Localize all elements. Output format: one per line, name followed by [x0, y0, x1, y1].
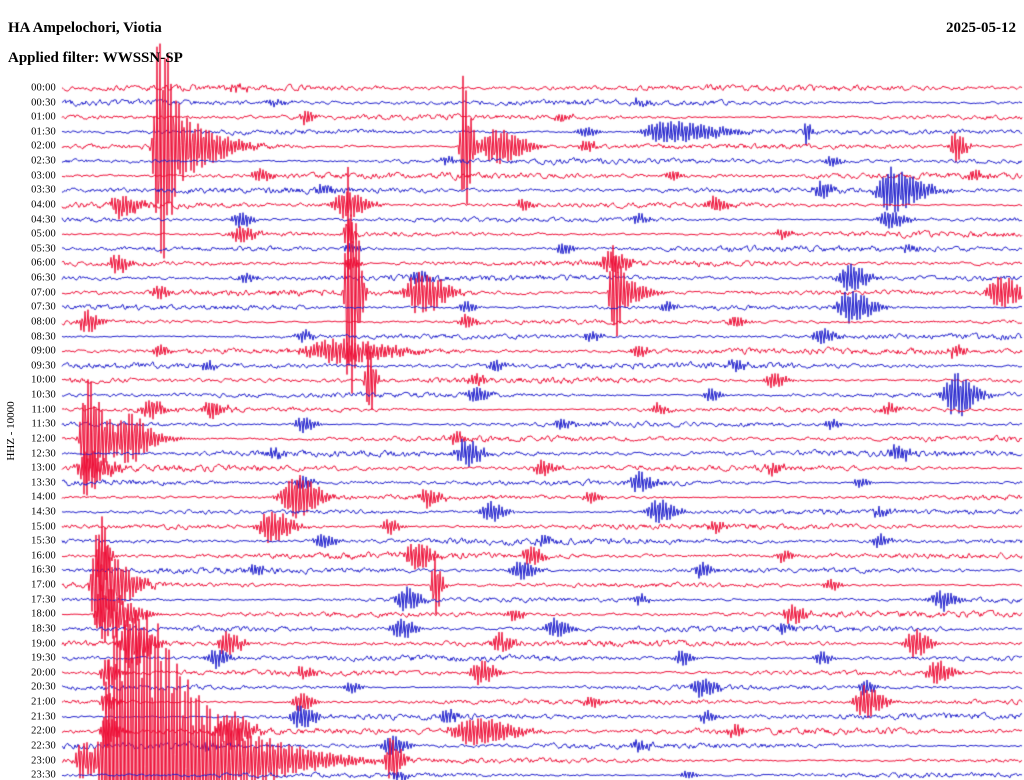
time-label: 05:00 [31, 228, 56, 240]
time-label: 20:00 [31, 667, 56, 679]
time-label: 14:30 [31, 506, 56, 518]
time-label: 13:30 [31, 477, 56, 489]
time-label: 00:30 [31, 97, 56, 109]
station-name: HA Ampelochori, Viotia [8, 20, 162, 36]
time-label: 01:00 [31, 111, 56, 123]
time-label: 11:30 [31, 418, 56, 430]
date-label: 2025-05-12 [946, 20, 1016, 36]
time-label: 16:30 [31, 564, 56, 576]
time-label: 01:30 [31, 126, 56, 138]
time-label: 15:30 [31, 535, 56, 547]
time-label: 08:30 [31, 331, 56, 343]
time-label: 08:00 [31, 316, 56, 328]
time-label: 11:00 [31, 404, 56, 416]
time-label: 10:30 [31, 389, 56, 401]
time-label: 22:00 [31, 725, 56, 737]
time-label: 04:30 [31, 214, 56, 226]
time-label: 15:00 [31, 521, 56, 533]
time-label: 14:00 [31, 491, 56, 503]
time-label: 05:30 [31, 243, 56, 255]
time-label: 10:00 [31, 374, 56, 386]
time-label: 07:00 [31, 287, 56, 299]
time-label: 00:00 [31, 82, 56, 94]
time-label: 23:30 [31, 769, 56, 780]
time-label: 02:00 [31, 140, 56, 152]
filter-label: Applied filter: WWSSN-SP [8, 50, 183, 66]
time-label: 23:00 [31, 755, 56, 767]
time-label: 02:30 [31, 155, 56, 167]
time-label: 04:00 [31, 199, 56, 211]
time-label: 13:00 [31, 462, 56, 474]
time-label: 22:30 [31, 740, 56, 752]
time-label: 09:00 [31, 345, 56, 357]
time-label: 07:30 [31, 301, 56, 313]
time-label: 21:00 [31, 696, 56, 708]
time-label: 19:30 [31, 652, 56, 664]
time-label: 12:00 [31, 433, 56, 445]
time-label: 03:00 [31, 170, 56, 182]
time-label: 06:00 [31, 257, 56, 269]
time-label: 03:30 [31, 184, 56, 196]
time-label: 06:30 [31, 272, 56, 284]
time-label: 18:30 [31, 623, 56, 635]
time-label: 19:00 [31, 638, 56, 650]
time-label: 18:00 [31, 608, 56, 620]
time-label: 12:30 [31, 448, 56, 459]
time-label: 17:00 [31, 579, 56, 591]
time-label: 17:30 [31, 594, 56, 606]
time-axis: 00:00 00:30 01:00 01:30 02:00 02:30 03:00 03:30… [0, 0, 58, 780]
time-label: 16:00 [31, 550, 56, 562]
time-label: 21:30 [31, 711, 56, 723]
time-label: 20:30 [31, 681, 56, 693]
time-label: 09:30 [31, 360, 56, 372]
